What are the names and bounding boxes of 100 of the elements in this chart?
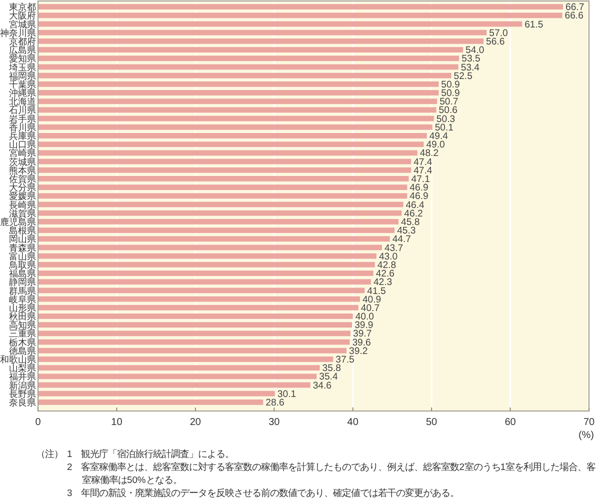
data-label: 50.6: [438, 105, 458, 116]
data-label: 61.5: [524, 19, 544, 30]
bar: [38, 314, 353, 319]
bar: [38, 81, 439, 87]
y-tick-label: 鹿児島県: [0, 216, 36, 227]
bar: [38, 12, 562, 18]
y-tick-label: 兵庫県: [9, 131, 36, 142]
data-label: 47.4: [414, 165, 433, 176]
data-label: 53.4: [460, 62, 480, 74]
data-label: 50.9: [441, 79, 460, 90]
x-tick-label: 30: [268, 417, 280, 428]
y-tick-label: 三重県: [9, 328, 36, 339]
text: （注）: [36, 447, 63, 460]
bar: [38, 374, 317, 380]
y-tick-label: 福島県: [9, 268, 36, 279]
x-tick-label: 40: [347, 417, 359, 428]
y-tick-label: 栃木県: [9, 337, 36, 348]
data-label: 42.8: [377, 260, 396, 271]
data-label: 42.3: [373, 277, 392, 288]
y-tick-label: 静岡県: [9, 277, 36, 288]
bar: [38, 4, 564, 10]
y-tick-label: 青森県: [9, 242, 36, 253]
bar: [38, 167, 412, 173]
y-tick-label: 新潟県: [9, 380, 36, 390]
data-label: 45.3: [397, 226, 416, 237]
bar: [38, 288, 365, 294]
bar: [38, 218, 399, 224]
x-tick-label: 0: [35, 417, 42, 428]
y-tick-label: 秋田県: [9, 312, 36, 322]
data-label: 39.6: [352, 337, 371, 348]
data-label: 35.4: [319, 372, 338, 383]
bar: [38, 356, 334, 362]
y-tick-label: 徳島県: [9, 346, 36, 356]
bar: [38, 382, 310, 388]
y-tick-label: 山口県: [9, 140, 36, 150]
y-tick-label: 山梨県: [9, 363, 36, 374]
data-label: 50.1: [434, 122, 454, 134]
y-tick-label: 福岡県: [9, 70, 36, 81]
bar: [38, 270, 374, 276]
y-tick-label: 福井県: [9, 372, 36, 382]
bar: [38, 330, 350, 336]
bar: [38, 236, 390, 242]
y-tick-label: 高知県: [9, 320, 36, 330]
y-tick-label: 京都府: [9, 36, 36, 46]
data-label: 39.7: [352, 328, 372, 340]
bar: [38, 339, 350, 345]
y-tick-label: 神奈川県: [0, 28, 36, 38]
y-tick-label: 山形県: [9, 302, 36, 313]
bar: [38, 64, 458, 70]
y-tick-label: 埼玉県: [8, 62, 36, 72]
bar: [38, 348, 347, 354]
bar: [38, 304, 358, 310]
bar: [38, 124, 432, 130]
y-tick-label: 長崎県: [9, 200, 36, 210]
data-label: 39.2: [349, 346, 368, 357]
data-label: 66.6: [564, 10, 584, 22]
data-label: 43.7: [384, 242, 404, 254]
data-label: 30.1: [277, 388, 296, 400]
y-tick-label: 石川県: [9, 105, 36, 116]
data-label: 50.3: [436, 114, 456, 125]
data-label: 53.5: [462, 54, 480, 65]
y-tick-label: 群馬県: [9, 286, 36, 296]
bar: [38, 322, 352, 328]
text: 1 観光庁「宿泊旅行統計調査」による。: [67, 448, 234, 459]
bar: [38, 202, 404, 208]
data-label: 47.4: [414, 156, 433, 168]
y-tick-label: 北海道: [9, 96, 36, 107]
y-tick-label: 香川県: [9, 122, 36, 132]
x-tick-label: 70: [583, 417, 595, 428]
y-tick-label: 沖縄県: [9, 88, 36, 98]
bar: [38, 56, 460, 62]
bar: [38, 142, 424, 148]
bar: [38, 98, 438, 104]
data-label: 57.0: [489, 28, 508, 39]
bar: [38, 399, 264, 405]
data-label: 46.2: [404, 208, 423, 220]
bar: [38, 296, 360, 302]
y-tick-label: 岡山県: [9, 234, 36, 244]
bar: [38, 184, 408, 190]
data-label: 48.2: [420, 148, 439, 160]
data-label: 52.5: [454, 70, 472, 82]
y-tick-label: 宮城県: [9, 19, 36, 30]
y-tick-label: 岩手県: [9, 114, 36, 124]
bar: [38, 133, 427, 138]
bar: [38, 253, 376, 259]
data-label: 46.9: [410, 191, 428, 202]
bar: [38, 30, 487, 36]
y-tick-label: 大阪府: [9, 10, 36, 21]
data-label: 56.6: [486, 36, 505, 48]
y-tick-label: 愛知県: [9, 54, 36, 64]
data-label: 40.9: [362, 294, 382, 306]
y-tick-label: 長野県: [9, 388, 36, 399]
bar: [38, 244, 382, 250]
data-label: 45.8: [401, 216, 420, 228]
data-label: 40.7: [360, 302, 380, 314]
y-tick-label: 佐賀県: [9, 174, 36, 184]
y-tick-label: 広島県: [9, 45, 36, 56]
bar: [38, 158, 412, 164]
data-label: 34.6: [312, 380, 332, 392]
text: 2 客室稼働率とは、総客室数に対する客室数の稼働率を計算したものであり、例えば、総客室数2室のうち1室を利用した場合、客室稼働率は50%となる。: [66, 460, 596, 486]
